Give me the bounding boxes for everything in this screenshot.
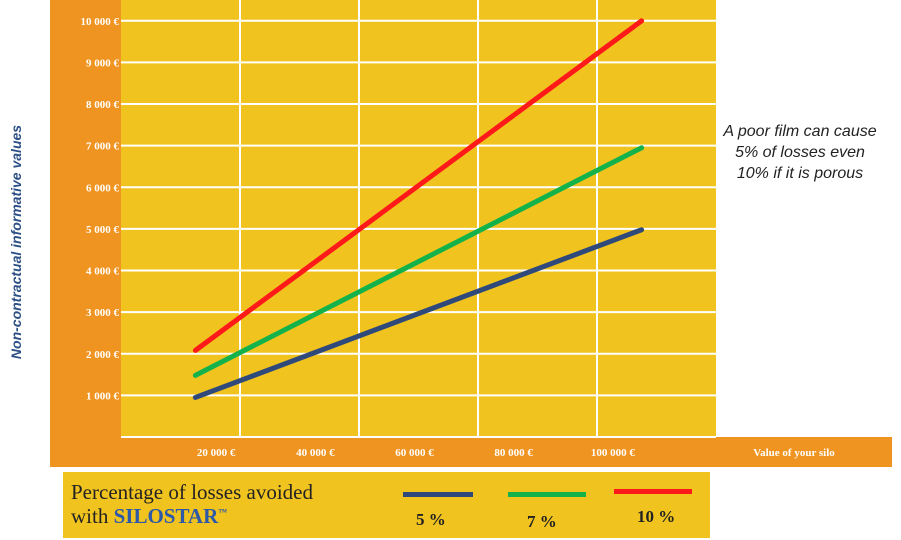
legend-swatch-10 xyxy=(614,489,692,494)
y-tick-label-8: 9 000 € xyxy=(86,57,120,69)
series-line-2 xyxy=(192,18,645,353)
x-tick-label-0: 20 000 € xyxy=(197,447,236,459)
grid-lines xyxy=(121,0,716,438)
y-tick-label-5: 6 000 € xyxy=(86,182,120,194)
legend-swatch-7 xyxy=(508,492,586,497)
x-tick-label-2: 60 000 € xyxy=(395,447,434,459)
y-tick-label-4: 5 000 € xyxy=(86,224,120,236)
x-axis-band xyxy=(121,437,892,467)
y-tick-label-1: 2 000 € xyxy=(86,349,120,361)
y-axis-title: Non-contractual informative values xyxy=(8,124,24,360)
x-tick-label-4: 100 000 € xyxy=(591,447,636,459)
y-tick-label-0: 1 000 € xyxy=(86,390,120,402)
y-tick-label-7: 8 000 € xyxy=(86,99,120,111)
legend-with: with xyxy=(71,504,109,529)
series-line-0 xyxy=(192,227,645,400)
series-line-1 xyxy=(192,145,645,378)
y-tick-label-3: 4 000 € xyxy=(86,266,120,278)
legend-swatch-5 xyxy=(403,492,473,497)
legend-label-10: 10 % xyxy=(637,507,676,526)
legend: Percentage of losses avoided with SILOST… xyxy=(63,472,710,538)
legend-caption: Percentage of losses avoided with SILOST… xyxy=(71,480,313,528)
brand-name: SILOSTAR xyxy=(113,504,219,529)
x-axis-title: Value of your silo xyxy=(753,447,835,459)
x-tick-label-1: 40 000 € xyxy=(296,447,335,459)
x-tick-labels: 20 000 € 40 000 € 60 000 € 80 000 € 100 000 … xyxy=(197,447,635,459)
trademark-symbol: ™ xyxy=(218,507,228,518)
legend-caption-line-1: Percentage of losses avoided xyxy=(71,480,314,504)
annotation-note: A poor film can cause 5% of losses even … xyxy=(700,122,900,184)
annotation-line-2: 5% of losses even xyxy=(735,143,865,161)
y-tick-label-2: 3 000 € xyxy=(86,307,120,319)
y-tick-label-9: 10 000 € xyxy=(81,16,120,28)
annotation-line-1: A poor film can cause xyxy=(723,123,877,140)
legend-label-5: 5 % xyxy=(416,510,446,529)
series-lines xyxy=(192,18,645,400)
annotation-line-3: 10% if it is porous xyxy=(736,164,864,182)
legend-caption-line-2: with SILOSTAR™ xyxy=(71,504,313,528)
y-axis-band xyxy=(50,0,121,467)
y-tick-labels: 1 000 € 2 000 € 3 000 € 4 000 € 5 000 € 6 000… xyxy=(81,16,120,403)
y-tick-label-6: 7 000 € xyxy=(86,141,120,153)
plot-area xyxy=(121,0,716,437)
legend-label-7: 7 % xyxy=(527,512,557,531)
x-tick-label-3: 80 000 € xyxy=(494,447,533,459)
